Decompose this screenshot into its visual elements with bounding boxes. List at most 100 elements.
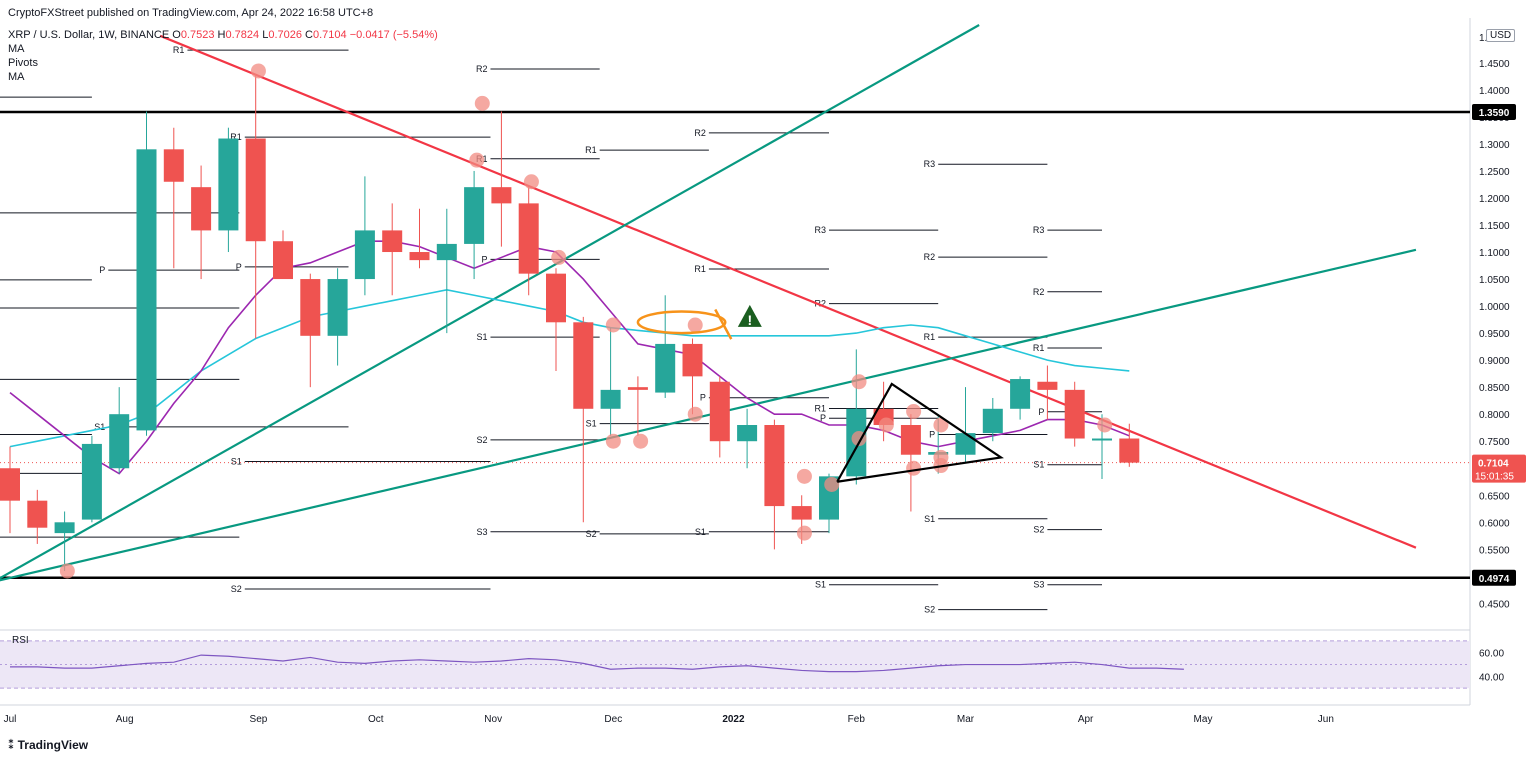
ma-long-line <box>9 289 1130 448</box>
rsi-tick-label: 60.00 <box>1479 649 1504 660</box>
touch-point-marker <box>250 63 266 79</box>
x-tick-label: Jul <box>4 714 17 725</box>
pivot-level-label: S1 <box>231 456 242 466</box>
pivot-level-label: R1 <box>924 332 936 342</box>
pivot-level-label: S1 <box>924 514 935 524</box>
highlight-ellipse-tail <box>714 308 733 340</box>
touch-point-marker <box>605 433 621 449</box>
y-tick-label: 1.1500 <box>1479 221 1510 232</box>
candle-body <box>54 522 75 534</box>
trendline-shallow-support <box>0 248 1417 582</box>
trendline-descending-resistance <box>159 34 1417 549</box>
candle-body <box>900 425 921 455</box>
pivot-level-label: R1 <box>814 404 826 414</box>
rsi-tick-label: 40.00 <box>1479 672 1504 683</box>
publisher-line: CryptoFXStreet published on TradingView.… <box>8 7 374 19</box>
tradingview-brand[interactable]: ⁑ TradingView <box>8 738 88 752</box>
y-tick-label: 1.3000 <box>1479 140 1510 151</box>
candle-body <box>982 408 1003 434</box>
symmetrical-triangle <box>836 382 1004 483</box>
pivot-level-label: S1 <box>476 332 487 342</box>
pivot-level-label: R2 <box>924 252 936 262</box>
touch-point-marker <box>687 317 703 333</box>
candle-body <box>409 252 430 261</box>
candle-body <box>600 389 621 409</box>
pivot-level-label: S3 <box>476 527 487 537</box>
pivot-level-label: R2 <box>694 128 706 138</box>
level-price-badge-label: 0.4974 <box>1479 574 1510 585</box>
pivot-level-label: S2 <box>231 584 242 594</box>
low-label: L <box>262 29 269 41</box>
pivot-level-label: P <box>481 254 487 264</box>
trendline-steep-support <box>0 24 980 580</box>
candle-body <box>1037 381 1058 390</box>
candle-body <box>327 279 348 336</box>
pivot-level-label: S1 <box>94 422 105 432</box>
pivot-level-label: S2 <box>476 435 487 445</box>
candle-body <box>218 138 239 231</box>
pivot-level-label: P <box>700 393 706 403</box>
pivot-level-label: S2 <box>1033 525 1044 535</box>
ma-short-line <box>9 240 1130 475</box>
warning-icon <box>737 304 762 327</box>
x-tick-label: 2022 <box>722 714 745 725</box>
indicator-ma-long[interactable]: MA <box>8 71 25 83</box>
pivot-level-label: R3 <box>1033 225 1045 235</box>
touch-point-marker <box>851 374 867 390</box>
y-tick-label: 0.9000 <box>1479 356 1510 367</box>
rsi-title: RSI <box>12 635 29 646</box>
y-tick-label: 1.4000 <box>1479 86 1510 97</box>
y-tick-label: 0.6500 <box>1479 491 1510 502</box>
y-tick-label: 0.4500 <box>1479 599 1510 610</box>
candle-body <box>709 381 730 442</box>
indicator-ma-short[interactable]: MA <box>8 43 25 55</box>
candle-body <box>436 243 457 261</box>
pivot-level-label: P <box>820 413 826 423</box>
touch-point-marker <box>933 417 949 433</box>
pivot-level-label: R1 <box>230 132 242 142</box>
y-tick-label: 1.2500 <box>1479 167 1510 178</box>
level-price-badge <box>1472 569 1516 586</box>
candle-body <box>300 279 321 336</box>
y-tick-label: 0.9500 <box>1479 329 1510 340</box>
candle-body <box>518 203 539 274</box>
touch-point-marker <box>523 174 539 190</box>
change-value: −0.0417 (−5.54%) <box>349 29 438 41</box>
pivot-level-label: P <box>1038 407 1044 417</box>
level-price-badge <box>1472 104 1516 121</box>
currency-badge[interactable]: USD <box>1486 29 1516 42</box>
candle-body <box>546 273 566 323</box>
pivot-level-label: S3 <box>1033 580 1044 590</box>
candle-body <box>682 343 703 377</box>
indicator-pivots[interactable]: Pivots <box>8 57 38 69</box>
x-tick-label: Feb <box>848 714 866 725</box>
touch-point-marker <box>474 95 490 111</box>
candle-body <box>1064 389 1085 439</box>
pivot-level-label: S1 <box>586 419 597 429</box>
x-tick-label: Jun <box>1318 714 1334 725</box>
touch-point-marker <box>633 433 649 449</box>
candle-body <box>273 241 293 280</box>
pivot-level-label: R3 <box>924 159 936 169</box>
touch-point-marker <box>796 468 812 484</box>
x-tick-label: Aug <box>116 714 134 725</box>
highlight-ellipse <box>636 310 727 335</box>
pivot-level-label: R1 <box>1033 343 1045 353</box>
pivot-level-label: R2 <box>814 299 826 309</box>
candle-body <box>627 387 648 390</box>
candle-body <box>109 414 130 469</box>
touch-point-marker <box>687 406 703 422</box>
y-tick-label: 1. <box>1479 33 1487 44</box>
y-tick-label: 0.7500 <box>1479 437 1510 448</box>
pivot-level-label: S1 <box>695 527 706 537</box>
touch-point-marker <box>1097 417 1113 433</box>
candle-body <box>1010 379 1031 409</box>
bar-countdown-label: 15:01:35 <box>1475 472 1514 483</box>
candle-body <box>382 230 403 253</box>
symbol-title: XRP / U.S. Dollar, 1W, BINANCE <box>8 29 170 41</box>
candle-body <box>27 500 48 528</box>
candle-body <box>136 149 157 431</box>
candle-body <box>764 425 785 507</box>
